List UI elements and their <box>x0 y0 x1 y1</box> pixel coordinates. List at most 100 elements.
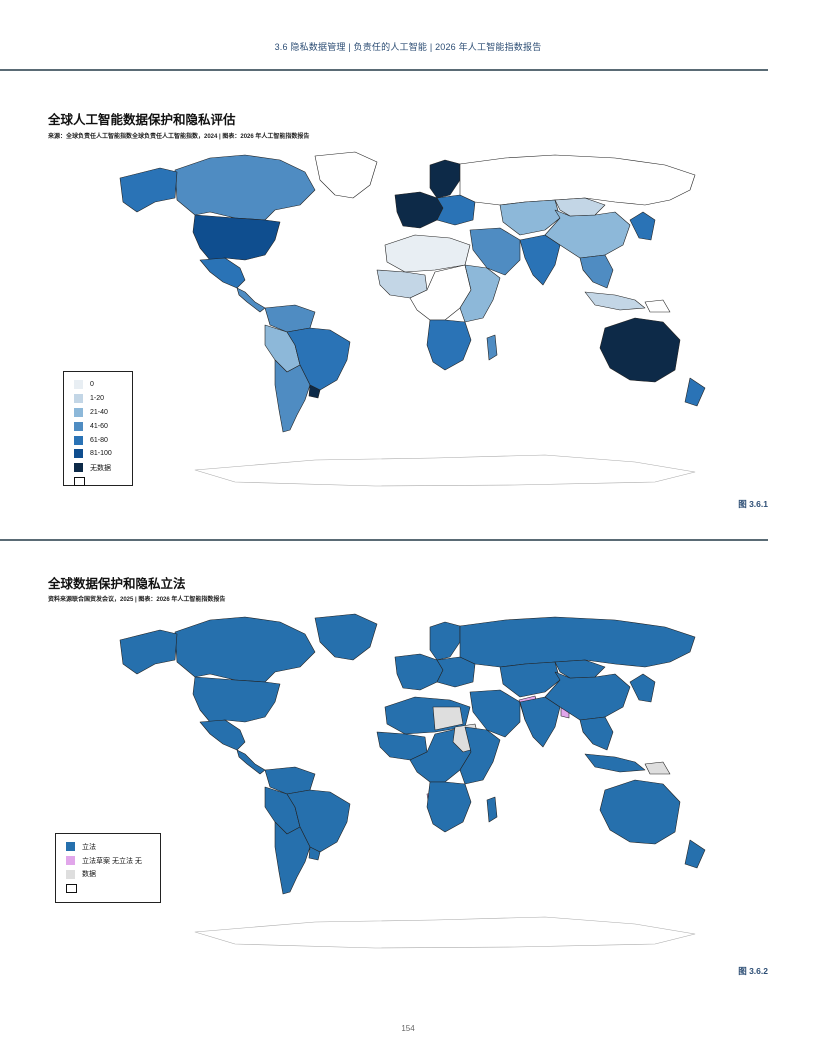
figure1-legend-item: 无数据 <box>74 461 122 475</box>
page-number: 154 <box>401 1024 415 1033</box>
region-southeast-asia <box>579 716 614 751</box>
region-brazil <box>286 789 351 853</box>
region-central-america <box>236 749 266 775</box>
running-header: 3.6 隐私数据管理 | 负责任的人工智能 | 2026 年人工智能指数报告 <box>274 42 542 52</box>
figure1-legend-label: 61-80 <box>90 436 108 444</box>
figure2-legend-swatch <box>66 856 75 866</box>
region-central-asia <box>499 661 561 698</box>
region-mexico <box>199 719 246 751</box>
region-chile-argentina <box>274 359 311 433</box>
figure1-legend-item: 0 <box>74 378 122 392</box>
region-madagascar <box>486 334 498 361</box>
figure1-legend-label: 1-20 <box>90 395 105 403</box>
figure1-legend-item: 21-40 <box>74 406 122 420</box>
region-scandinavia <box>429 621 461 661</box>
figure2-legend-item: 立法 <box>66 840 150 854</box>
figure2-legend-item: 立法草案 无立法 无 <box>66 854 150 868</box>
region-scandinavia <box>429 159 461 199</box>
figure2-title: 全球数据保护和隐私立法 <box>48 577 186 591</box>
region-uruguay <box>308 846 321 861</box>
region-usa <box>192 214 281 261</box>
region-mexico <box>199 257 246 289</box>
figure1-legend-swatch <box>74 449 83 459</box>
region-central-america <box>236 287 266 313</box>
figure1-legend-item: 1-20 <box>74 392 122 406</box>
region-chile-argentina <box>274 821 311 895</box>
region-south-africa <box>426 781 472 833</box>
figure1-legend-label: 81-100 <box>90 450 112 458</box>
region-russia <box>459 154 696 206</box>
region-alaska <box>119 629 178 675</box>
region-western-europe <box>394 653 444 691</box>
figure1-source: 来源：全球负责任人工智能指数全球负责任人工智能指数，2024 | 图表：2026… <box>48 134 310 140</box>
region-india <box>519 696 561 748</box>
region-greenland <box>314 151 378 199</box>
figure2-source: 资料来源联合国贸发会议，2025 | 图表：2026 年人工智能指数报告 <box>48 597 226 603</box>
region-uruguay <box>308 384 321 399</box>
figure1-legend-label: 41-60 <box>90 422 108 430</box>
figure1-legend-item: 41-60 <box>74 419 122 433</box>
section-divider <box>0 539 768 541</box>
figure1-legend-item: 81-100 <box>74 447 122 461</box>
header-rule <box>0 69 768 71</box>
region-central-asia <box>499 199 561 236</box>
figure1-legend-item <box>74 475 122 489</box>
figure1-legend-swatch <box>74 407 83 417</box>
figure1-legend-label: 21-40 <box>90 408 108 416</box>
figure2-legend-item: 数据 <box>66 868 150 882</box>
region-canada <box>174 154 316 221</box>
region-north-africa <box>384 234 471 273</box>
figure2-legend-item <box>66 881 150 895</box>
region-southeast-asia <box>579 254 614 289</box>
figure1-legend-item: 61-80 <box>74 433 122 447</box>
region-western-europe <box>394 191 444 229</box>
figure2-legend-swatch <box>66 869 75 879</box>
region-russia <box>459 616 696 668</box>
figure1-title: 全球人工智能数据保护和隐私评估 <box>48 113 236 127</box>
region-png <box>644 299 671 313</box>
region-madagascar <box>486 796 498 823</box>
region-libya <box>432 706 464 731</box>
region-east-africa <box>459 726 501 785</box>
figure1-map <box>119 151 706 487</box>
figure2-legend: 立法立法草案 无立法 无数据 <box>55 833 161 903</box>
figure1-legend-swatch <box>74 421 83 431</box>
figure2-legend-label: 立法 <box>82 843 96 851</box>
region-middle-east <box>469 689 521 738</box>
region-australia <box>599 317 681 383</box>
region-indonesia <box>584 753 646 773</box>
figure2-legend-label: 数据 <box>82 871 96 879</box>
figure2-label: 图 3.6.2 <box>738 966 768 976</box>
region-new-zealand <box>684 377 706 407</box>
region-japan-korea <box>629 673 656 703</box>
region-alaska <box>119 167 178 213</box>
region-canada <box>174 616 316 683</box>
region-usa <box>192 676 281 723</box>
region-mongolia <box>554 197 606 217</box>
figure1-legend-label: 无数据 <box>90 464 111 472</box>
figure2-legend-label: 立法草案 无立法 无 <box>82 857 142 865</box>
figure1-legend-swatch <box>74 380 83 390</box>
region-greenland <box>314 613 378 661</box>
figure1-legend-swatch <box>74 394 83 404</box>
figure1-label: 图 3.6.1 <box>738 499 768 509</box>
figure2-map <box>119 613 706 949</box>
region-indonesia <box>584 291 646 311</box>
figure1-legend-swatch <box>74 476 85 486</box>
figure2-legend-swatch <box>66 883 77 893</box>
region-png <box>644 761 671 775</box>
region-brazil <box>286 327 351 391</box>
region-australia <box>599 779 681 845</box>
region-south-africa <box>426 319 472 371</box>
region-mongolia <box>554 659 606 679</box>
region-antarctica <box>194 916 696 949</box>
region-middle-east <box>469 227 521 276</box>
figure1-legend-swatch <box>74 435 83 445</box>
region-new-zealand <box>684 839 706 869</box>
region-japan-korea <box>629 211 656 241</box>
region-east-africa <box>459 264 501 323</box>
figure1-legend-label: 0 <box>90 381 94 389</box>
figure2-legend-swatch <box>66 842 75 852</box>
region-india <box>519 234 561 286</box>
region-antarctica <box>194 454 696 487</box>
